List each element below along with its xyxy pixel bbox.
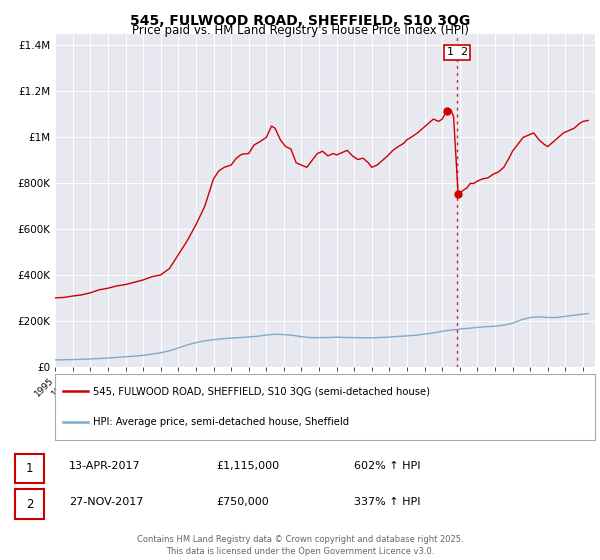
Text: 2: 2	[26, 497, 33, 511]
Text: 27-NOV-2017: 27-NOV-2017	[69, 497, 143, 507]
Text: Price paid vs. HM Land Registry's House Price Index (HPI): Price paid vs. HM Land Registry's House …	[131, 24, 469, 37]
Text: 13-APR-2017: 13-APR-2017	[69, 461, 140, 472]
Text: 602% ↑ HPI: 602% ↑ HPI	[354, 461, 421, 472]
Text: 337% ↑ HPI: 337% ↑ HPI	[354, 497, 421, 507]
Text: £1,115,000: £1,115,000	[216, 461, 279, 472]
Text: Contains HM Land Registry data © Crown copyright and database right 2025.
This d: Contains HM Land Registry data © Crown c…	[137, 535, 463, 556]
Text: 545, FULWOOD ROAD, SHEFFIELD, S10 3QG: 545, FULWOOD ROAD, SHEFFIELD, S10 3QG	[130, 14, 470, 28]
Text: £750,000: £750,000	[216, 497, 269, 507]
Text: 1  2: 1 2	[446, 48, 467, 57]
Text: 1: 1	[26, 462, 33, 475]
Text: 545, FULWOOD ROAD, SHEFFIELD, S10 3QG (semi-detached house): 545, FULWOOD ROAD, SHEFFIELD, S10 3QG (s…	[93, 386, 430, 396]
Text: HPI: Average price, semi-detached house, Sheffield: HPI: Average price, semi-detached house,…	[93, 417, 349, 427]
